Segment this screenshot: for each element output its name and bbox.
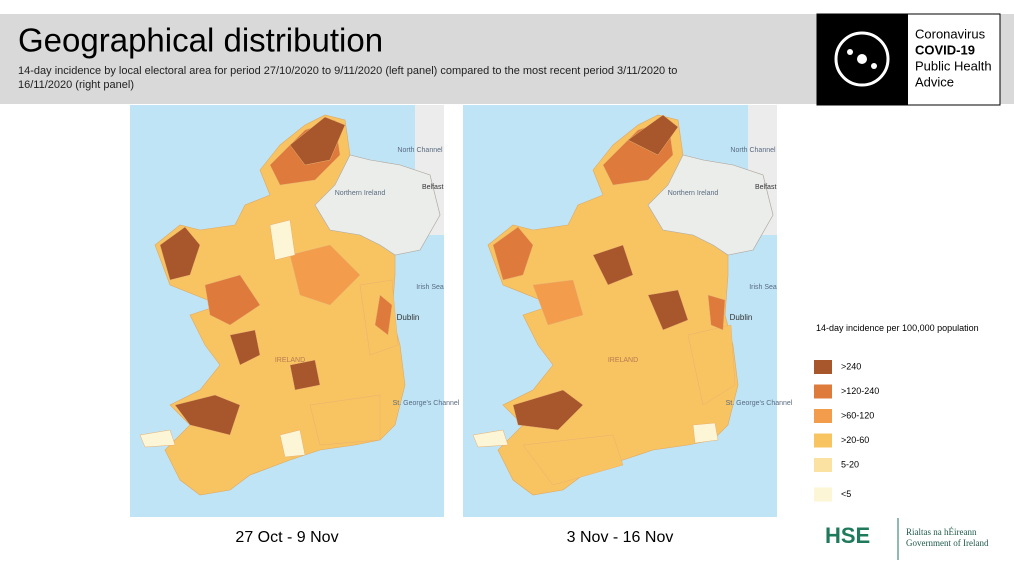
region: [472, 429, 509, 448]
gov-text: Rialtas na hÉireann: [906, 527, 977, 537]
subtitle-box: 14-day incidence by local electoral area…: [18, 65, 678, 91]
virus-icon: [834, 31, 890, 87]
map-label: North Channel: [397, 147, 443, 154]
hse-logo: HSE: [825, 523, 870, 548]
region: [289, 359, 321, 391]
region: [204, 274, 261, 326]
legend-label: >60-120: [841, 410, 874, 420]
legend-title: 14-day incidence per 100,000 population: [816, 323, 979, 333]
map-label: IRELAND: [275, 357, 305, 364]
map-label: Dublin: [397, 313, 420, 322]
legend-label: 5-20: [841, 459, 859, 469]
logo-text: COVID-19: [915, 42, 975, 57]
map-label: Irish Sea: [749, 284, 777, 291]
region: [229, 329, 261, 366]
logo-text: Advice: [915, 74, 954, 89]
title: Geographical distribution: [18, 22, 383, 59]
region: [139, 429, 176, 448]
region: [289, 244, 361, 306]
region: [159, 226, 201, 281]
map-label: St. George's Channel: [393, 400, 460, 407]
legend-swatch: [814, 384, 832, 399]
map-label: Irish Sea: [416, 284, 444, 291]
legend-swatch: [814, 360, 832, 374]
legend-label: >240: [841, 361, 861, 371]
map-label: Northern Ireland: [335, 190, 386, 197]
map-label: IRELAND: [608, 357, 638, 364]
region: [687, 324, 736, 406]
region: [647, 289, 689, 331]
legend-label: <5: [841, 489, 851, 499]
virus-dot: [871, 63, 877, 69]
map-label: Northern Ireland: [668, 190, 719, 197]
region: [269, 219, 296, 261]
map-panel: North Channel Northern Ireland Belfast Iris…: [463, 105, 793, 517]
region: [374, 294, 393, 336]
panel-caption: 27 Oct - 9 Nov: [235, 529, 338, 546]
region: [174, 394, 241, 436]
map-panel: North Channel Northern Ireland Belfast Iris…: [130, 105, 460, 517]
subtitle: 14-day incidence by local electoral area…: [18, 65, 678, 91]
gov-text: Government of Ireland: [906, 538, 989, 548]
region: [532, 279, 584, 326]
legend-title-box: 14-day incidence per 100,000 population: [816, 323, 979, 333]
map-label: North Channel: [730, 147, 776, 154]
virus-dot: [857, 54, 867, 64]
region: [692, 422, 719, 444]
region: [522, 434, 624, 486]
panel-caption: 3 Nov - 16 Nov: [567, 529, 674, 546]
virus-dot: [847, 49, 853, 55]
legend-label: >20-60: [841, 435, 869, 445]
region: [279, 429, 306, 458]
legend-label: >120-240: [841, 386, 879, 396]
region: [512, 389, 584, 431]
maps: North Channel Northern Ireland Belfast Iris…: [130, 105, 793, 546]
region: [627, 114, 679, 156]
map-label: Belfast: [422, 184, 443, 191]
map-label: St. George's Channel: [726, 400, 793, 407]
region: [492, 226, 534, 281]
region: [707, 294, 726, 331]
logo-text: Public Health: [915, 58, 992, 73]
region: [289, 116, 346, 166]
legend-swatch: [814, 487, 832, 502]
legend-swatch: [814, 458, 832, 472]
map-label: Dublin: [730, 313, 753, 322]
region: [592, 244, 634, 286]
map-label: Belfast: [755, 184, 776, 191]
legend-swatch: [814, 433, 832, 448]
logo-text: Coronavirus: [915, 26, 986, 41]
legend: >240 >120-240 >60-120 >20-60 5-20 <5: [814, 360, 879, 502]
region: [309, 394, 381, 446]
legend-swatch: [814, 409, 832, 423]
